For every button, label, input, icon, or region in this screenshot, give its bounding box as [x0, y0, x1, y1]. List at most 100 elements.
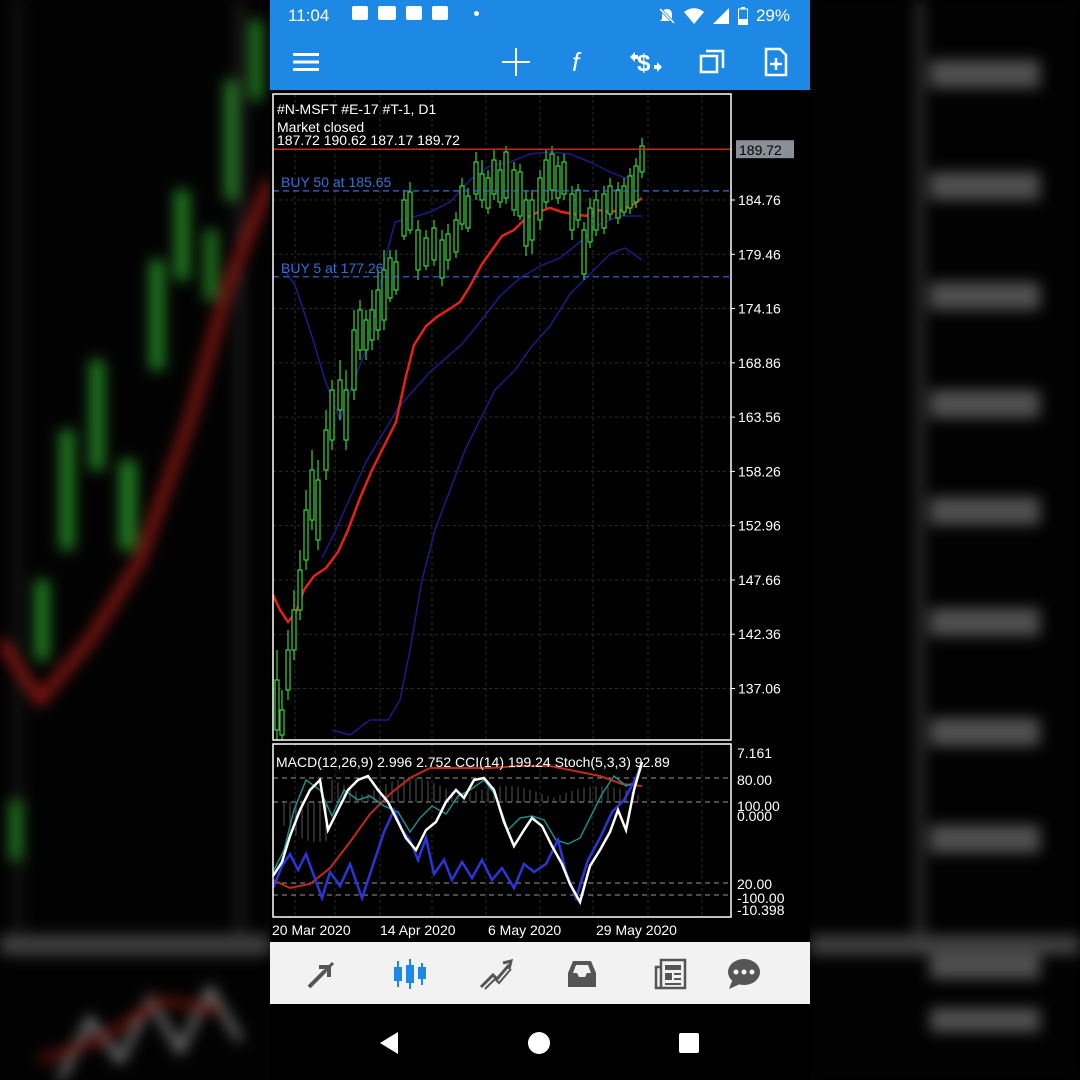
bottom-navigation — [270, 942, 810, 1004]
notification-icons — [352, 6, 479, 20]
indicator-tick-label: 100.00 — [737, 798, 780, 814]
candle-body — [465, 195, 471, 229]
candle-body — [459, 185, 465, 225]
nav-history[interactable] — [562, 954, 602, 994]
price-tick-label: 152.96 — [738, 518, 781, 534]
candle-body — [593, 199, 599, 231]
notification-dot — [474, 10, 479, 16]
candle-body — [415, 229, 421, 271]
order-label: BUY 5 at 177.26 — [281, 260, 384, 276]
candle-body — [639, 145, 645, 173]
candle-body — [329, 389, 335, 441]
candle-body — [537, 177, 543, 221]
trade-icon: $ — [630, 50, 662, 77]
candle-body — [351, 329, 357, 391]
recents-icon[interactable] — [674, 1028, 704, 1058]
candle-body — [479, 173, 485, 201]
candle-body — [543, 159, 549, 203]
candle-body — [315, 479, 321, 541]
symbol-label: #N-MSFT #E-17 #T-1, D1 — [277, 101, 436, 117]
candle-body — [517, 171, 523, 217]
system-status-icons: 29% — [658, 6, 790, 26]
windows-button[interactable] — [692, 42, 732, 82]
indicators-button[interactable]: f — [560, 42, 600, 82]
price-tick-label: 179.46 — [738, 246, 781, 262]
order-label: BUY 50 at 185.65 — [281, 174, 391, 190]
candle-body — [491, 159, 497, 195]
phone-screen: 11:04 29% f $ — [270, 0, 810, 1080]
candle-body — [569, 193, 575, 231]
svg-text:f: f — [572, 47, 582, 77]
candle-body — [423, 237, 429, 267]
indicator-tick-label: 7.161 — [737, 745, 772, 761]
candle-body — [291, 609, 297, 651]
price-chart[interactable]: BUY 50 at 185.65 BUY 5 at 177.26 #N-MSFT … — [270, 90, 810, 942]
system-navigation-bar — [270, 1004, 810, 1080]
status-bar: 11:04 29% — [270, 0, 810, 32]
news-icon — [654, 958, 687, 990]
candle-body — [503, 151, 509, 199]
gmail-icon — [406, 6, 422, 20]
price-tick-label: 142.36 — [738, 626, 781, 642]
candle-body — [561, 161, 567, 195]
bollinger-upper — [283, 151, 643, 423]
candle-body — [555, 165, 561, 199]
crosshair-icon — [502, 48, 530, 76]
candle-body — [337, 379, 343, 411]
candle-body — [511, 169, 517, 211]
candle-body — [633, 165, 639, 203]
gallery-icon — [432, 6, 448, 20]
battery-percent: 29% — [755, 6, 790, 25]
wifi-icon — [683, 8, 704, 24]
price-tick-label: 137.06 — [738, 681, 781, 697]
new-order-button[interactable] — [756, 42, 796, 82]
chart-grid — [273, 94, 731, 917]
candle-body — [439, 239, 445, 279]
menu-button[interactable] — [286, 42, 326, 82]
bollinger-middle — [321, 215, 642, 559]
trade-button[interactable]: $ — [626, 42, 666, 82]
candle-body — [473, 161, 479, 195]
nav-news[interactable] — [650, 954, 690, 994]
candle-body — [274, 679, 280, 731]
candle-body — [581, 229, 587, 275]
candle-body — [303, 509, 309, 561]
indicator-tick-label: 0.000 — [737, 808, 772, 824]
macd-main-line — [272, 765, 643, 873]
candle-body — [453, 219, 459, 253]
candle-body — [343, 389, 349, 441]
indicator-tick-label: -100.00 — [737, 890, 785, 906]
candle-body — [285, 649, 291, 691]
nav-chart[interactable] — [390, 954, 430, 994]
candle-body — [587, 207, 593, 243]
current-price-tag — [736, 140, 794, 159]
ohlc-label: 187.72 190.62 187.17 189.72 — [277, 132, 460, 148]
candle-body — [309, 469, 315, 521]
price-tick-label: 168.86 — [738, 355, 781, 371]
nav-quotes[interactable] — [302, 954, 342, 994]
candle-body — [621, 185, 627, 213]
candle-body — [575, 189, 581, 221]
mute-icon — [658, 7, 676, 25]
back-icon[interactable] — [374, 1028, 404, 1058]
candle-body — [607, 185, 613, 215]
candle-body — [363, 319, 369, 351]
current-price-value: 189.72 — [739, 142, 782, 158]
battery-icon — [737, 7, 748, 25]
home-icon[interactable] — [524, 1028, 554, 1058]
blurred-background-right — [810, 0, 1080, 1080]
blurred-background-left — [0, 0, 270, 1080]
chart-area[interactable]: BUY 50 at 185.65 BUY 5 at 177.26 #N-MSFT … — [270, 90, 810, 942]
stoch-main-line — [271, 761, 644, 906]
candle-body — [627, 175, 633, 209]
chart-icon — [394, 959, 426, 989]
menu-icon — [293, 53, 319, 71]
crosshair-button[interactable] — [496, 42, 536, 82]
nav-trade[interactable] — [476, 954, 516, 994]
candle-body — [387, 257, 393, 299]
date-tick-label: 14 Apr 2020 — [380, 922, 456, 938]
signal-icon — [712, 8, 729, 24]
candle-body — [357, 309, 363, 351]
candle-body — [615, 189, 621, 219]
nav-chat[interactable] — [724, 954, 764, 994]
